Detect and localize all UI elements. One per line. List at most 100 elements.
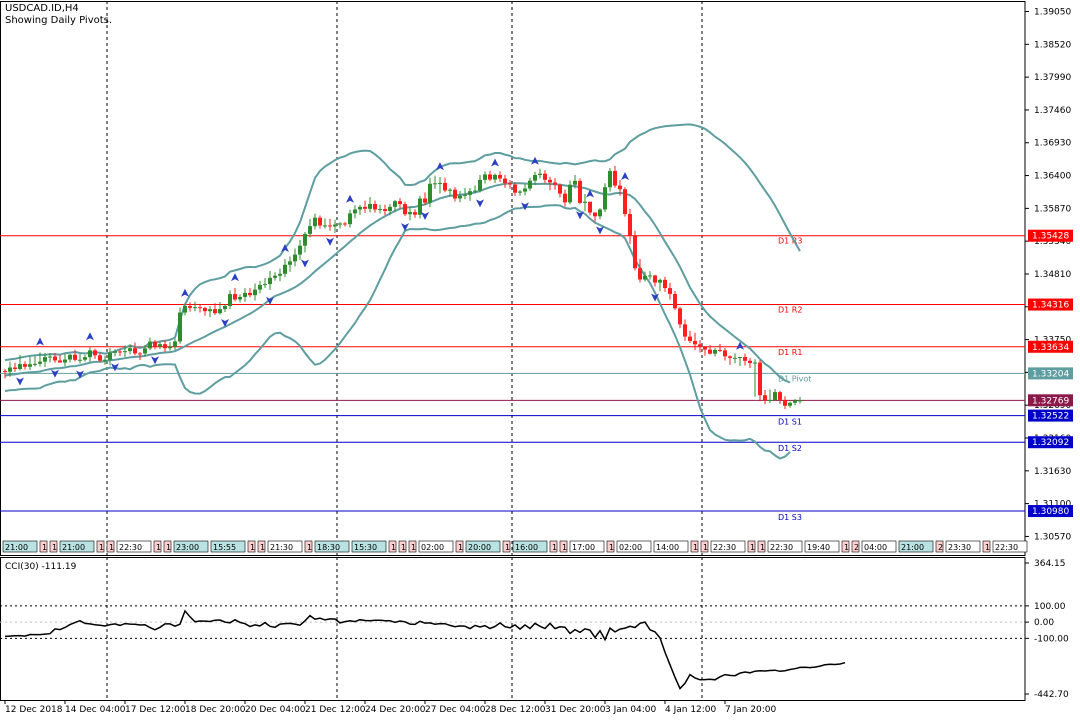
session-label: 23:00 — [176, 543, 199, 552]
session-label: 23:30 — [948, 543, 971, 552]
candle-body-bull — [448, 189, 452, 191]
cci-y-tick-label: -100.00 — [1034, 634, 1069, 644]
fractal-up-marker — [86, 332, 94, 341]
candle-body-bull — [193, 307, 197, 309]
x-tick-label: 24 Dec 20:00 — [365, 705, 426, 715]
candle-body-bull — [378, 209, 382, 211]
candle-body-bull — [293, 254, 297, 262]
session-box — [747, 540, 756, 553]
fractal-up-marker — [586, 189, 594, 198]
session-box — [398, 540, 407, 553]
candle-body-bear — [443, 182, 447, 191]
candle-body-bear — [708, 349, 712, 354]
pivot-price-label: 1.32522 — [1032, 412, 1069, 422]
session-label: 1 — [760, 543, 765, 552]
candle-body-bull — [113, 351, 117, 353]
candle-body-bull — [148, 341, 152, 349]
pivot-label: D1 S2 — [778, 444, 802, 453]
session-label: 1 — [844, 543, 849, 552]
candle-body-bull — [523, 188, 527, 192]
session-box — [992, 540, 1028, 553]
session-box — [351, 540, 387, 553]
pivot-price-badge — [1028, 229, 1073, 242]
session-label: 1 — [985, 543, 990, 552]
candle-body-bear — [623, 189, 627, 215]
candle-body-bear — [728, 356, 732, 358]
candle-body-bear — [638, 268, 642, 280]
session-label: 1 — [609, 543, 614, 552]
fractal-down-marker — [266, 296, 274, 305]
candle-body-bear — [23, 364, 27, 367]
candle-body-bull — [128, 348, 132, 352]
fractal-down-marker — [111, 363, 119, 372]
candle-body-bull — [313, 217, 317, 227]
candle-body-bear — [133, 348, 137, 354]
candle-body-bull — [603, 187, 607, 210]
cci-plot-frame — [0, 557, 1026, 701]
candle-body-bull — [158, 344, 162, 347]
session-box — [710, 540, 746, 553]
y-tick-label: 1.30570 — [1034, 532, 1071, 542]
x-tick-label: 21 Dec 12:00 — [305, 705, 366, 715]
pivot-price-label: 1.34316 — [1032, 301, 1069, 311]
candle-body-bull — [353, 209, 357, 214]
candle-body-bear — [703, 346, 707, 350]
candle-body-bull — [348, 213, 352, 225]
cci-line — [4, 609, 846, 690]
candle-body-bear — [73, 354, 77, 360]
candle-body-bull — [388, 206, 392, 211]
session-box — [465, 540, 501, 553]
x-tick-label: 7 Jan 20:00 — [725, 705, 777, 715]
candle-body-bull — [658, 279, 662, 283]
pivot-label: D1 S1 — [778, 418, 802, 427]
candle-body-bull — [798, 400, 802, 402]
session-box — [388, 540, 397, 553]
candle-body-bull — [183, 306, 187, 313]
candle-body-bear — [718, 349, 722, 351]
fractal-up-marker — [736, 341, 744, 350]
candle-body-bull — [108, 352, 112, 360]
candle-body-bear — [98, 355, 102, 361]
pivot-label: D1 R1 — [778, 348, 802, 357]
candle-body-bull — [88, 350, 92, 358]
fractal-down-marker — [16, 377, 24, 386]
candle-body-bull — [358, 206, 362, 210]
candle-body-bull — [238, 296, 242, 300]
y-tick-label: 1.37990 — [1034, 73, 1071, 83]
session-box — [935, 540, 944, 553]
candle-body-bear — [593, 212, 597, 217]
candle-body-bull — [243, 292, 247, 297]
candle-body-bull — [733, 357, 737, 359]
candle-body-bear — [668, 288, 672, 294]
x-tick-label: 31 Dec 20:00 — [545, 705, 606, 715]
fractal-down-marker — [151, 356, 159, 365]
candle-body-bull — [288, 261, 292, 265]
session-label: 15:55 — [213, 543, 236, 552]
candle-body-bear — [508, 183, 512, 185]
cci-y-tick-label: 364.15 — [1034, 559, 1066, 569]
fractal-up-marker — [231, 273, 239, 282]
fractal-down-marker — [521, 202, 529, 211]
candle-body-bear — [783, 399, 787, 406]
fractal-down-marker — [476, 199, 484, 208]
session-label: 21:00 — [901, 543, 924, 552]
candle-body-bull — [298, 245, 302, 255]
session-label: 02:00 — [421, 543, 444, 552]
session-label: 22:30 — [995, 543, 1018, 552]
session-label: 1 — [260, 543, 265, 552]
candle-body-bull — [218, 309, 222, 314]
candle-body-bear — [498, 174, 502, 179]
candle-body-bull — [458, 195, 462, 199]
pivot-price-badge — [1028, 340, 1073, 353]
cci-y-tick-label: -442.70 — [1034, 690, 1069, 700]
session-label: 14:00 — [656, 543, 679, 552]
session-box — [569, 540, 605, 553]
session-box — [653, 540, 689, 553]
candle-body-bull — [393, 201, 397, 207]
session-label: 21:30 — [270, 543, 293, 552]
candle-body-bear — [633, 235, 637, 269]
y-tick-label: 1.35870 — [1034, 204, 1071, 214]
candle-body-bull — [143, 348, 147, 354]
candle-body-bull — [178, 312, 182, 342]
session-box — [851, 540, 860, 553]
